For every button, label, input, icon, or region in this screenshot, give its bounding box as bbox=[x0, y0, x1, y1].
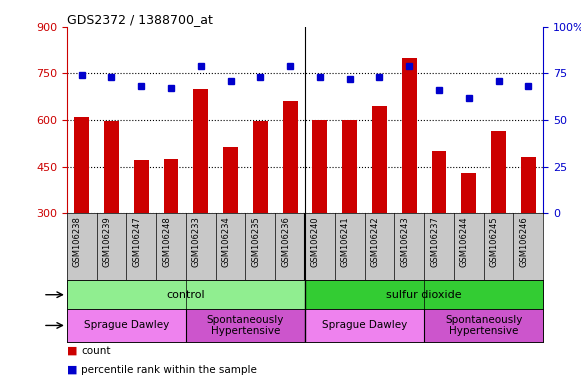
Bar bbox=[223, 147, 238, 213]
Bar bbox=[186, 309, 305, 342]
Bar bbox=[305, 280, 543, 309]
Text: Sprague Dawley: Sprague Dawley bbox=[84, 320, 169, 331]
Text: GSM106243: GSM106243 bbox=[400, 217, 409, 267]
Text: GSM106244: GSM106244 bbox=[460, 217, 469, 267]
Text: GSM106233: GSM106233 bbox=[192, 217, 201, 267]
Text: ■: ■ bbox=[67, 346, 77, 356]
Bar bbox=[283, 101, 297, 213]
Bar bbox=[253, 121, 268, 213]
Text: GSM106246: GSM106246 bbox=[519, 217, 528, 267]
Text: GSM106237: GSM106237 bbox=[430, 217, 439, 267]
Text: Spontaneously
Hypertensive: Spontaneously Hypertensive bbox=[207, 314, 284, 336]
Bar bbox=[67, 280, 305, 309]
Bar bbox=[402, 58, 417, 213]
Text: percentile rank within the sample: percentile rank within the sample bbox=[81, 365, 257, 375]
Bar bbox=[491, 131, 506, 213]
Bar bbox=[193, 89, 208, 213]
Bar bbox=[134, 161, 149, 213]
Bar bbox=[305, 309, 424, 342]
Text: GSM106238: GSM106238 bbox=[73, 217, 82, 267]
Text: sulfur dioxide: sulfur dioxide bbox=[386, 290, 462, 300]
Bar bbox=[461, 173, 476, 213]
Text: GSM106242: GSM106242 bbox=[371, 217, 379, 267]
Bar bbox=[521, 157, 536, 213]
Bar bbox=[432, 151, 446, 213]
Text: control: control bbox=[167, 290, 205, 300]
Text: GDS2372 / 1388700_at: GDS2372 / 1388700_at bbox=[67, 13, 213, 26]
Text: GSM106235: GSM106235 bbox=[252, 217, 260, 267]
Text: GSM106236: GSM106236 bbox=[281, 217, 290, 267]
Text: Spontaneously
Hypertensive: Spontaneously Hypertensive bbox=[445, 314, 522, 336]
Bar bbox=[313, 120, 327, 213]
Text: GSM106240: GSM106240 bbox=[311, 217, 320, 267]
Text: ■: ■ bbox=[67, 365, 77, 375]
Bar bbox=[424, 309, 543, 342]
Text: GSM106241: GSM106241 bbox=[340, 217, 350, 267]
Text: GSM106247: GSM106247 bbox=[132, 217, 141, 267]
Text: GSM106248: GSM106248 bbox=[162, 217, 171, 267]
Bar bbox=[164, 159, 178, 213]
Bar bbox=[372, 106, 387, 213]
Text: GSM106234: GSM106234 bbox=[221, 217, 231, 267]
Text: GSM106239: GSM106239 bbox=[102, 217, 112, 267]
Bar bbox=[104, 121, 119, 213]
Bar bbox=[342, 120, 357, 213]
Bar bbox=[67, 309, 186, 342]
Text: Sprague Dawley: Sprague Dawley bbox=[322, 320, 407, 331]
Bar bbox=[74, 117, 89, 213]
Text: count: count bbox=[81, 346, 111, 356]
Text: GSM106245: GSM106245 bbox=[490, 217, 498, 267]
